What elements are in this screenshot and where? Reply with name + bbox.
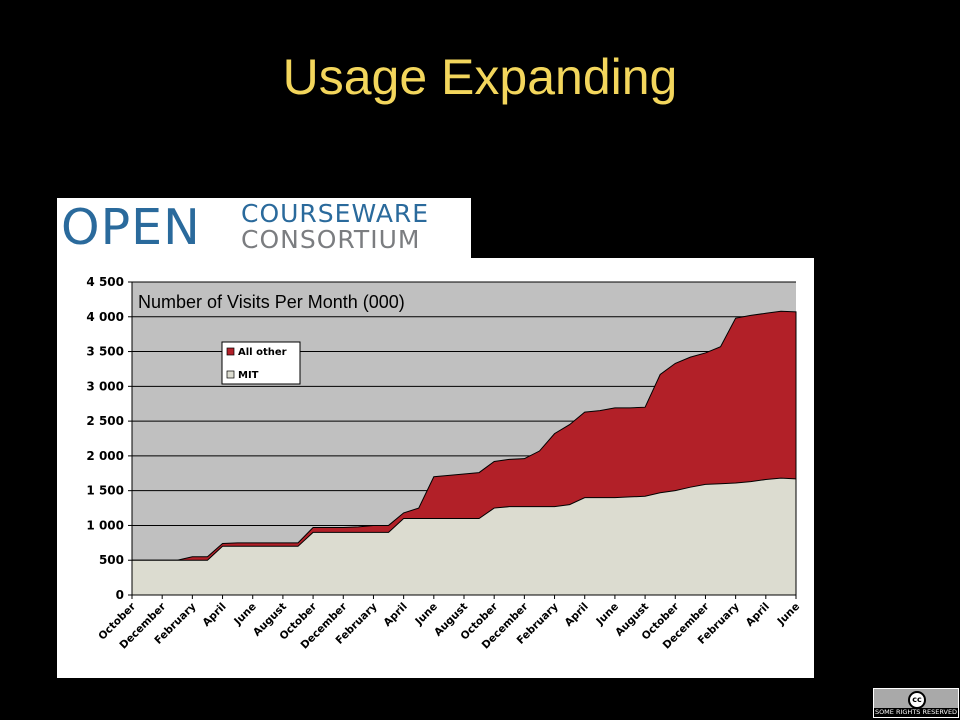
x-tick-label: April [744,601,772,629]
y-tick-label: 2 000 [86,449,124,463]
legend-swatch-all-other [226,347,235,356]
series-areas [131,310,797,596]
legend: All other MIT [221,341,301,385]
creative-commons-badge[interactable]: cc SOME RIGHTS RESERVED [873,688,959,718]
logo-consortium-text: CONSORTIUM [241,225,421,254]
y-tick-label: 0 [116,588,124,602]
chart-title: Number of Visits Per Month (000) [138,292,405,312]
x-tick-label: April [200,601,228,629]
legend-swatch-mit [226,370,235,379]
y-axis: 0 500 1 000 1 500 2 000 2 500 3 000 3 500 4 000 4… [86,275,132,602]
x-tick-label: June [593,601,621,629]
chart-panel: 0 500 1 000 1 500 2 000 2 500 3 000 3 500 4 000 4… [57,258,814,678]
y-tick-label: 3 500 [86,345,124,359]
logo-open-text: OPEN [61,199,201,256]
opencourseware-consortium-logo: OPEN COURSEWARE CONSORTIUM [57,198,471,258]
x-tick-label: April [563,601,591,629]
y-tick-label: 4 500 [86,275,124,289]
slide-title: Usage Expanding [282,49,678,105]
y-tick-label: 1 000 [86,518,124,532]
logo-courseware-text: COURSEWARE [241,199,430,228]
area-mit [131,477,797,596]
y-tick-label: 3 000 [86,379,124,393]
x-tick-label: June [412,601,440,629]
x-tick-label: June [775,601,803,629]
visits-area-chart: 0 500 1 000 1 500 2 000 2 500 3 000 3 500 4 000 4… [86,275,803,652]
y-tick-label: 500 [99,553,124,567]
legend-box [221,341,301,385]
y-tick-label: 1 500 [86,484,124,498]
x-tick-label: April [381,601,409,629]
badge-text: SOME RIGHTS RESERVED [874,708,958,717]
legend-label-mit: MIT [238,370,259,381]
y-tick-label: 2 500 [86,414,124,428]
x-tick-label: June [231,601,259,629]
legend-label-all-other: All other [238,347,287,358]
creative-commons-icon: cc [908,691,926,709]
y-tick-label: 4 000 [86,310,124,324]
